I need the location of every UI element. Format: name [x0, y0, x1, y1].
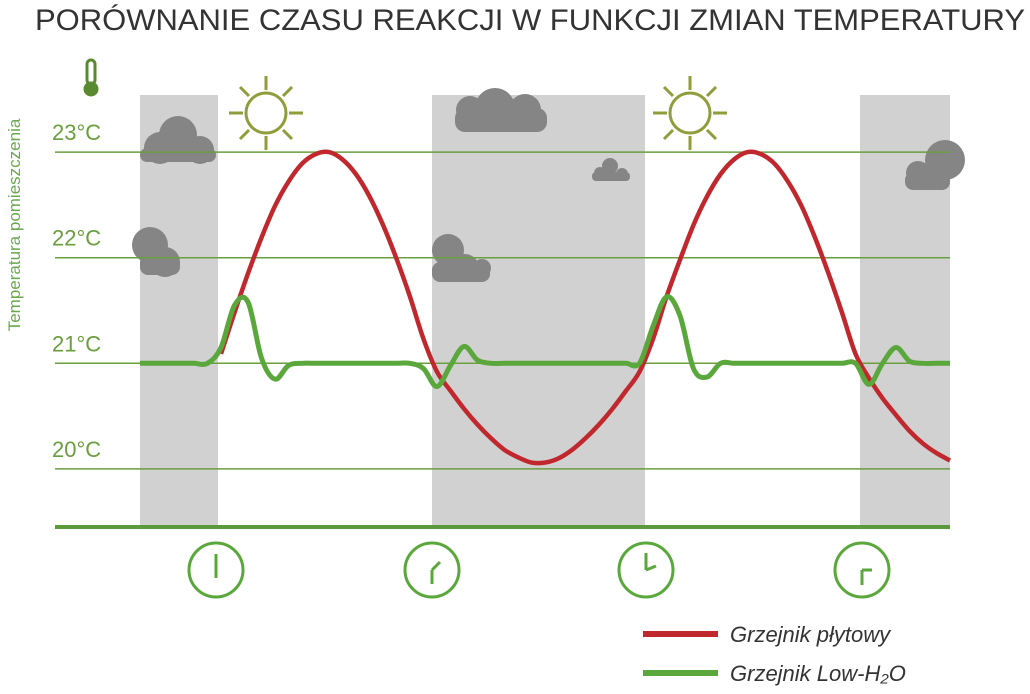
y-tick-label: 23°C	[52, 120, 101, 145]
sun-icon	[653, 76, 727, 150]
series-line	[218, 149, 952, 466]
y-axis-label: Temperatura pomieszczenia	[5, 118, 24, 331]
legend-label: Grzejnik płytowy	[730, 622, 892, 647]
suns	[229, 76, 727, 150]
clocks	[187, 541, 891, 599]
sun-icon	[229, 76, 303, 150]
night-band	[140, 95, 218, 527]
y-tick-label: 22°C	[52, 226, 101, 251]
thermometer-icon	[83, 58, 99, 97]
cloud	[905, 140, 965, 190]
chart-title: PORÓWNANIE CZASU REAKCJI W FUNKCJI ZMIAN…	[35, 4, 1025, 37]
clock-icon	[403, 541, 461, 599]
clock-icon	[617, 541, 675, 599]
cloud	[132, 227, 180, 277]
cloud	[432, 234, 491, 282]
clouds	[132, 88, 965, 282]
clock-icon	[187, 541, 245, 599]
cloud	[455, 88, 547, 132]
legend: Grzejnik płytowy Grzejnik Low-H₂O	[643, 622, 906, 686]
y-tick-label: 20°C	[52, 437, 101, 462]
legend-label: Grzejnik Low-H₂O	[730, 661, 906, 686]
series-line	[140, 294, 950, 390]
clock-icon	[833, 541, 891, 599]
cloud	[592, 158, 630, 181]
y-tick-label: 21°C	[52, 331, 101, 356]
